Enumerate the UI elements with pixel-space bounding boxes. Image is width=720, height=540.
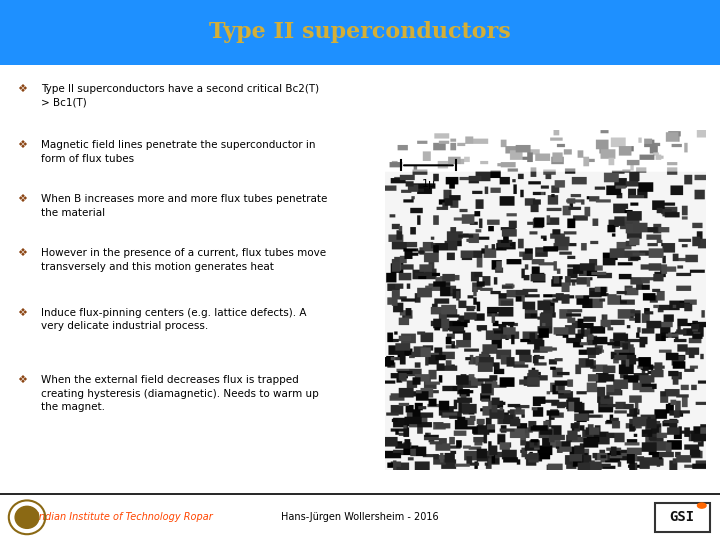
Text: ❖: ❖ xyxy=(17,375,27,386)
Text: When B increases more and more flux tubes penetrate
the material: When B increases more and more flux tube… xyxy=(41,194,328,218)
Text: Magnetic field lines penetrate the superconductor in
form of flux tubes: Magnetic field lines penetrate the super… xyxy=(41,140,315,164)
Text: ❖: ❖ xyxy=(17,140,27,151)
Circle shape xyxy=(15,507,39,528)
Text: ❖: ❖ xyxy=(17,248,27,259)
Text: GSI: GSI xyxy=(670,510,695,524)
Circle shape xyxy=(698,503,706,508)
Text: GSI: GSI xyxy=(670,510,695,524)
Text: ❖: ❖ xyxy=(17,84,27,94)
Text: ❖: ❖ xyxy=(17,194,27,205)
Text: When the external field decreases flux is trapped
creating hysteresis (diamagnet: When the external field decreases flux i… xyxy=(41,375,319,413)
Text: Induce flux-pinning centers (e.g. lattice defects). A
very delicate industrial p: Induce flux-pinning centers (e.g. lattic… xyxy=(41,308,307,332)
Text: However in the presence of a current, flux tubes move
transversely and this moti: However in the presence of a current, fl… xyxy=(41,248,326,272)
Text: 1μ: 1μ xyxy=(421,179,436,189)
Text: Hans-Jürgen Wollersheim - 2016: Hans-Jürgen Wollersheim - 2016 xyxy=(282,512,438,522)
Text: Indian Institute of Technology Ropar: Indian Institute of Technology Ropar xyxy=(36,512,212,522)
Bar xyxy=(0,0,720,65)
Bar xyxy=(654,503,710,532)
Text: Type II superconductors have a second critical Bc2(T)
> Bc1(T): Type II superconductors have a second cr… xyxy=(41,84,319,107)
Text: ❖: ❖ xyxy=(17,308,27,318)
Text: Type II superconductors: Type II superconductors xyxy=(209,22,511,43)
